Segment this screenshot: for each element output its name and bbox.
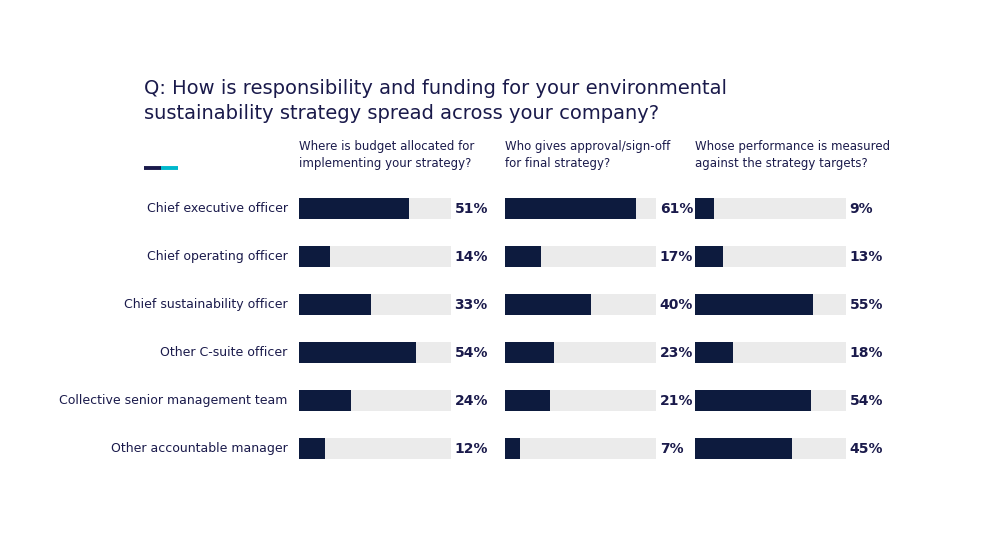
Bar [299, 294, 450, 315]
Bar [505, 294, 591, 315]
Bar [695, 294, 813, 315]
Bar [505, 438, 520, 459]
Bar [695, 438, 846, 459]
Text: 7%: 7% [660, 442, 683, 455]
Bar [505, 390, 550, 411]
Text: 40%: 40% [660, 298, 693, 311]
Bar [299, 438, 325, 459]
Bar [505, 343, 656, 362]
Bar [695, 199, 846, 219]
Bar [299, 294, 371, 315]
Text: 54%: 54% [454, 345, 488, 360]
Text: 14%: 14% [454, 250, 488, 263]
Text: Chief sustainability officer: Chief sustainability officer [124, 298, 288, 311]
Text: 33%: 33% [454, 298, 488, 311]
Bar [505, 343, 554, 362]
Bar [695, 294, 846, 315]
Text: Collective senior management team: Collective senior management team [59, 394, 288, 407]
Bar [299, 199, 450, 219]
Text: 21%: 21% [660, 394, 693, 408]
Text: 24%: 24% [454, 394, 488, 408]
Text: Where is budget allocated for
implementing your strategy?: Where is budget allocated for implementi… [299, 140, 475, 170]
Bar [299, 246, 450, 267]
Text: Chief executive officer: Chief executive officer [147, 202, 288, 215]
Bar [299, 390, 351, 411]
Text: 61%: 61% [660, 202, 693, 216]
Bar [505, 246, 656, 267]
Text: 9%: 9% [850, 202, 873, 216]
Text: 54%: 54% [850, 394, 883, 408]
Text: 51%: 51% [454, 202, 488, 216]
Bar [299, 199, 409, 219]
Text: 45%: 45% [850, 442, 883, 455]
Bar [299, 438, 450, 459]
Bar [695, 343, 846, 362]
Text: Chief operating officer: Chief operating officer [147, 250, 288, 263]
Bar [299, 343, 416, 362]
Bar [505, 390, 656, 411]
Bar [505, 199, 636, 219]
Bar [505, 246, 541, 267]
Text: 13%: 13% [850, 250, 883, 263]
Bar [299, 343, 450, 362]
Bar [299, 246, 330, 267]
Text: Whose performance is measured
against the strategy targets?: Whose performance is measured against th… [695, 140, 890, 170]
Text: 17%: 17% [660, 250, 693, 263]
Text: Q: How is responsibility and funding for your environmental
sustainability strat: Q: How is responsibility and funding for… [144, 79, 727, 123]
Text: 55%: 55% [850, 298, 883, 311]
Text: Other accountable manager: Other accountable manager [111, 442, 288, 455]
Text: 18%: 18% [850, 345, 883, 360]
Bar [695, 390, 846, 411]
Text: Other C-suite officer: Other C-suite officer [160, 346, 288, 359]
Text: 23%: 23% [660, 345, 693, 360]
Bar [695, 246, 723, 267]
Bar [695, 246, 846, 267]
Text: Who gives approval/sign-off
for final strategy?: Who gives approval/sign-off for final st… [505, 140, 670, 170]
Bar [695, 390, 811, 411]
Bar [695, 438, 792, 459]
Bar [695, 199, 714, 219]
Bar [695, 343, 733, 362]
Bar [505, 438, 656, 459]
Bar [505, 199, 656, 219]
Bar [505, 294, 656, 315]
Text: 12%: 12% [454, 442, 488, 455]
Bar [299, 390, 450, 411]
